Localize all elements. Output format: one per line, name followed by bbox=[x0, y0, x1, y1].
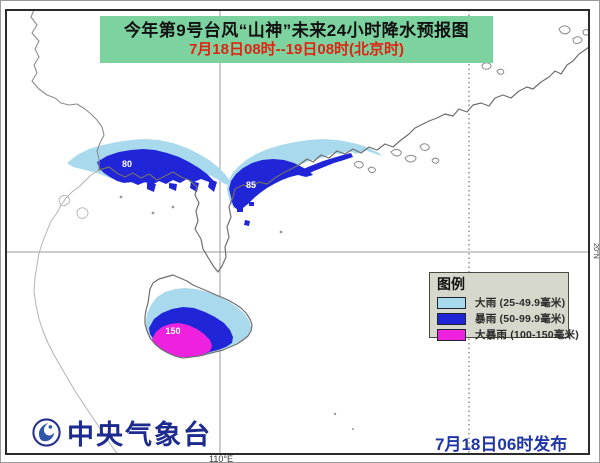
small-islet-dots bbox=[119, 195, 354, 430]
rainstorm-label: 暴雨 (50-99.9毫米) bbox=[475, 313, 566, 325]
map-title: 今年第9号台风“山神”未来24小时降水预报图 bbox=[123, 20, 470, 40]
cma-logo-icon bbox=[32, 418, 61, 447]
title-banner: 今年第9号台风“山神”未来24小时降水预报图 7月18日08时--19日08时(… bbox=[100, 16, 493, 63]
longitude-axis-label: 110°E bbox=[209, 454, 233, 463]
graticule bbox=[6, 10, 589, 454]
rain-area-storm-east bbox=[229, 159, 313, 210]
rain-area-storm-coast-strip bbox=[303, 153, 353, 175]
coastal-islands bbox=[353, 25, 591, 174]
severe-rainstorm-swatch bbox=[437, 328, 466, 341]
agency-name: 中央气象台 bbox=[67, 420, 212, 450]
rain-area-heavy-east bbox=[227, 139, 382, 207]
china-vietnam-border bbox=[30, 9, 105, 171]
heavy-rain-label: 大雨 (25-49.9毫米) bbox=[475, 297, 566, 309]
legend-item-severe-rainstorm: 大暴雨 (100-150毫米) bbox=[437, 328, 579, 341]
vietnam-islets bbox=[58, 194, 89, 219]
coastlines bbox=[30, 9, 591, 455]
release-time: 7月18日06时发布 bbox=[435, 435, 568, 454]
heavy-rain-swatch bbox=[437, 296, 466, 309]
hainan-coastline bbox=[144, 274, 253, 359]
precipitation-areas bbox=[67, 139, 382, 357]
rain-value-labels: 80 85 150 bbox=[122, 159, 256, 336]
legend: 图例 大雨 (25-49.9毫米) 暴雨 (50-99.9毫米) 大暴雨 (10… bbox=[429, 272, 579, 341]
agency-branding: 中央气象台 bbox=[31, 413, 212, 452]
latitude-axis-label: 20°N bbox=[592, 243, 600, 259]
rain-max-label-150: 150 bbox=[165, 326, 180, 336]
rain-area-severe-hainan bbox=[152, 323, 212, 357]
rain-max-label-80: 80 bbox=[122, 159, 132, 169]
legend-item-rainstorm: 暴雨 (50-99.9毫米) bbox=[437, 312, 566, 325]
vietnam-coastline bbox=[33, 169, 119, 455]
rain-area-storm-west-spill bbox=[147, 179, 217, 192]
severe-rainstorm-label: 大暴雨 (100-150毫米) bbox=[475, 329, 579, 341]
map-valid-period: 7月18日08时--19日08时(北京时) bbox=[188, 40, 405, 58]
rainstorm-swatch bbox=[437, 312, 466, 325]
rain-max-label-85: 85 bbox=[246, 180, 256, 190]
legend-item-heavy-rain: 大雨 (25-49.9毫米) bbox=[437, 296, 566, 309]
map-frame bbox=[5, 9, 590, 455]
mainland-coastline bbox=[98, 46, 590, 273]
rain-area-storm-islets bbox=[237, 202, 254, 226]
legend-title: 图例 bbox=[437, 276, 465, 292]
